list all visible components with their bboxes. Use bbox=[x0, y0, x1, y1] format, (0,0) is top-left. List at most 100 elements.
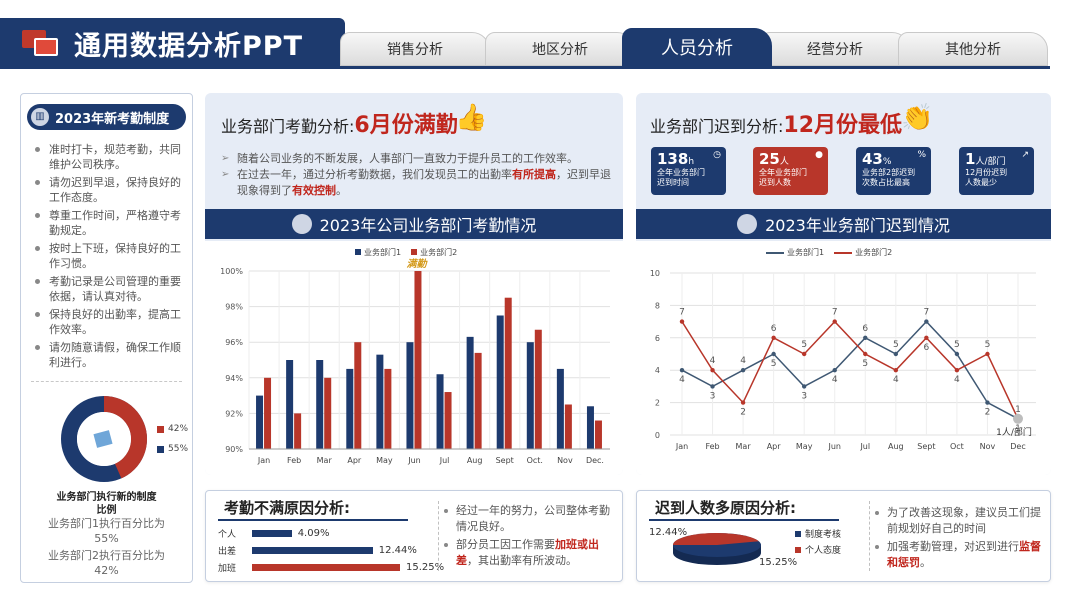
y-tick-label: 92% bbox=[225, 409, 243, 418]
rule-item: 按时上下班，保持良好的工作习惯。 bbox=[35, 241, 182, 271]
reason-bar bbox=[252, 530, 292, 537]
note-item: 加强考勤管理，对迟到进行监督和惩罚。 bbox=[875, 539, 1045, 571]
absence-notes: 经过一年的努力，公司整体考勤情况良好。 部分员工因工作需要加班或出差，其出勤率有… bbox=[444, 503, 618, 571]
series-line-2 bbox=[681, 320, 1019, 420]
series-point-2 bbox=[771, 335, 776, 340]
policy-panel: ▥ 2023年新考勤制度 准时打卡，规范考勤，共同维护公司秩序。 请勿迟到早退，… bbox=[20, 93, 193, 583]
late-line-chart: 0 2 4 6 8 10 Jan Feb Mar Apr May Jun Jul Aug Sept Oct No… bbox=[650, 269, 1036, 451]
stat-min-late: 1人/部门 ↗ 12月份迟到 人数最少 bbox=[959, 147, 1034, 195]
bar-1 bbox=[556, 368, 564, 449]
note-item: 部分员工因工作需要加班或出差，其出勤率有所波动。 bbox=[444, 537, 618, 569]
tab-region[interactable]: 地区分析 bbox=[485, 32, 635, 66]
x-tick-label: Jun bbox=[827, 442, 841, 451]
bar-2 bbox=[594, 420, 602, 449]
note-item: 在过去一年，通过分析考勤数据，我们发现员工的出勤率有所提高，迟到早退现象得到了有… bbox=[221, 167, 613, 199]
attendance-chart-bg bbox=[205, 241, 623, 475]
pie-legend-label: 个人态度 bbox=[805, 544, 841, 556]
donut-legend: 42% 55% bbox=[157, 424, 188, 464]
series-point-2 bbox=[679, 319, 685, 324]
bar-1 bbox=[286, 360, 294, 449]
building-icon: ▥ bbox=[31, 108, 49, 126]
series-line-1 bbox=[681, 320, 1019, 420]
data-label: 6 bbox=[862, 324, 868, 334]
attendance-heading: 业务部门考勤分析:6月份满勤 bbox=[221, 113, 458, 138]
late-section-bar: 2023年业务部门迟到情况 bbox=[636, 209, 1051, 239]
x-tick-label: Jul bbox=[859, 442, 870, 451]
x-tick-label: Feb bbox=[287, 456, 301, 465]
note-item: 为了改善这现象，建议员工们提前规划好自己的时间 bbox=[875, 505, 1045, 537]
data-label: 5 bbox=[771, 359, 777, 369]
reason-value: 15.25% bbox=[406, 562, 445, 573]
divider bbox=[438, 501, 439, 571]
stat-late-people: 25人 ● 全年业务部门 迟到人数 bbox=[753, 147, 828, 195]
data-label: 7 bbox=[679, 308, 685, 318]
attendance-notes: 随着公司业务的不断发展，人事部门一直致力于提升员工的工作效率。 在过去一年，通过… bbox=[221, 151, 613, 199]
tab-personnel[interactable]: 人员分析 bbox=[622, 28, 772, 68]
late-section-title: 2023年业务部门迟到情况 bbox=[765, 216, 950, 235]
policy-title-bar: ▥ 2023年新考勤制度 bbox=[27, 104, 186, 130]
attendance-legend: 业务部门1 业务部门2 bbox=[355, 247, 457, 258]
x-tick-label: Nov bbox=[557, 456, 573, 465]
data-label: 5 bbox=[801, 340, 807, 350]
reason-value: 12.44% bbox=[378, 545, 417, 556]
legend-item: 业务部门2 bbox=[411, 247, 457, 258]
series-point-1 bbox=[863, 335, 868, 340]
x-tick-label: Dec. bbox=[586, 456, 604, 465]
data-label: 7 bbox=[832, 308, 838, 318]
late-reason-title: 迟到人数多原因分析: bbox=[655, 499, 796, 517]
bar-1 bbox=[526, 342, 534, 449]
x-tick-label: Apr bbox=[767, 442, 782, 451]
tab-sales[interactable]: 销售分析 bbox=[340, 32, 490, 66]
dept2-share-value: 42% bbox=[94, 564, 119, 577]
reason-label: 出差 bbox=[218, 547, 237, 557]
donut-caption: 业务部门执行新的制度 比例 bbox=[56, 492, 157, 516]
series-point-2 bbox=[985, 351, 990, 357]
x-tick-label: Mar bbox=[317, 456, 333, 465]
clap-hands-icon: 👏 bbox=[901, 103, 934, 133]
data-label: 2 bbox=[740, 408, 746, 418]
bar-1 bbox=[346, 368, 354, 449]
data-label: 6 bbox=[923, 343, 929, 353]
x-tick-label: Oct bbox=[950, 442, 964, 451]
series-point-2 bbox=[740, 400, 746, 405]
policy-title: 2023年新考勤制度 bbox=[55, 111, 170, 127]
donut-slice-dept2 bbox=[61, 396, 147, 482]
tab-operations[interactable]: 经营分析 bbox=[760, 32, 910, 66]
series-point-2 bbox=[832, 319, 837, 324]
title-underline bbox=[649, 519, 839, 521]
data-label: 1 bbox=[1015, 424, 1021, 434]
attendance-section-bar: 2023年公司业务部门考勤情况 bbox=[205, 209, 623, 239]
percent-icon: % bbox=[917, 150, 926, 160]
data-label: 7 bbox=[923, 308, 929, 318]
x-tick-label: Feb bbox=[705, 442, 719, 451]
stat-late-hours: 138h ◷ 全年业务部门 迟到时间 bbox=[651, 147, 726, 195]
y-tick-label: 10 bbox=[650, 269, 660, 278]
x-tick-label: May bbox=[376, 456, 393, 465]
min-annotation: 1人/部门 bbox=[996, 426, 1032, 438]
data-label: 4 bbox=[954, 375, 960, 385]
x-tick-label: Jan bbox=[675, 442, 688, 451]
bar-2 bbox=[294, 413, 302, 449]
series-point-1 bbox=[679, 368, 685, 373]
x-tick-label: Sept bbox=[496, 456, 514, 465]
tab-bar: 销售分析 地区分析 人员分析 经营分析 其他分析 bbox=[330, 28, 1050, 68]
x-tick-label: Jun bbox=[407, 456, 421, 465]
pie-legend-swatch bbox=[795, 531, 801, 537]
series-point-1 bbox=[954, 351, 960, 357]
x-tick-label: Aug bbox=[888, 442, 904, 451]
data-label: 5 bbox=[862, 359, 868, 369]
legend-item: 业务部门1 bbox=[355, 247, 401, 258]
data-label: 6 bbox=[771, 324, 777, 334]
reason-label: 加班 bbox=[218, 564, 237, 574]
reason-label: 个人 bbox=[218, 530, 237, 540]
tab-other[interactable]: 其他分析 bbox=[898, 32, 1048, 66]
end-marker bbox=[1013, 413, 1023, 424]
title-underline bbox=[218, 519, 408, 521]
y-tick-label: 0 bbox=[655, 431, 660, 440]
series-point-1 bbox=[710, 384, 715, 389]
y-tick-label: 8 bbox=[655, 301, 660, 310]
attendance-card: 业务部门考勤分析:6月份满勤 👍 随着公司业务的不断发展，人事部门一直致力于提升… bbox=[205, 93, 623, 475]
bar-1 bbox=[406, 342, 414, 449]
rule-item: 保持良好的出勤率，提高工作效率。 bbox=[35, 307, 182, 337]
